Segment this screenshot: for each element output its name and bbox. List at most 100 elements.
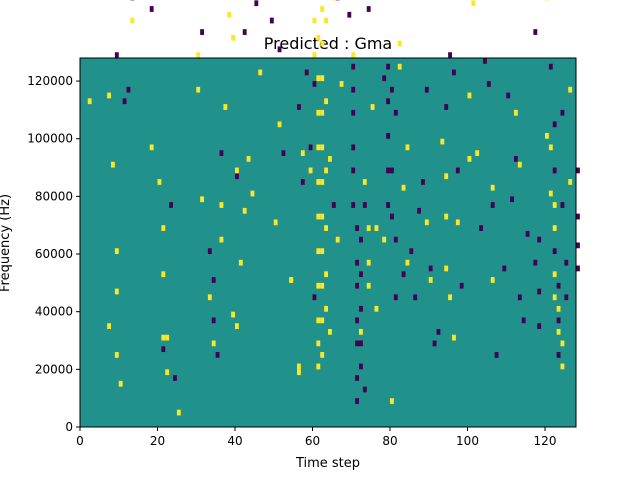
heatmap-cell-low — [355, 398, 360, 404]
heatmap-cell-high — [200, 196, 205, 203]
heatmap-cell-high — [328, 328, 332, 335]
heatmap-cell-high — [211, 340, 216, 347]
heatmap-cell-high — [316, 179, 321, 185]
heatmap-cell-low — [401, 271, 406, 278]
heatmap-cell-high — [223, 104, 228, 110]
heatmap-cell-low — [525, 230, 530, 237]
heatmap-cell-high — [165, 369, 170, 376]
heatmap-cell-low — [312, 81, 317, 87]
heatmap-cell-high — [320, 317, 325, 324]
heatmap-cell-high — [114, 352, 119, 358]
heatmap-cell-low — [351, 202, 356, 208]
heatmap-cell-low — [219, 150, 224, 157]
heatmap-cell-low — [576, 242, 580, 249]
heatmap-cell-high — [316, 109, 321, 116]
heatmap-cell-high — [548, 190, 553, 197]
heatmap-cell-high — [312, 17, 317, 24]
heatmap-cell-low — [312, 294, 317, 301]
heatmap-cell-low — [308, 144, 313, 151]
heatmap-cell-high — [324, 17, 329, 24]
plot-frame — [79, 57, 577, 428]
heatmap-cell-high — [545, 132, 549, 139]
heatmap-cell-low — [347, 11, 352, 18]
heatmap-cell-low — [300, 179, 305, 185]
heatmap-cell-low — [386, 63, 391, 70]
heatmap-cell-low — [355, 340, 360, 347]
heatmap-cell-low — [506, 92, 511, 99]
x-axis-ticks: 0 20 40 60 80 100 120 — [76, 427, 556, 448]
heatmap-cell-high — [374, 305, 379, 312]
heatmap-cell-high — [207, 294, 212, 301]
heatmap-cell-low — [479, 225, 484, 231]
heatmap-cell-high — [297, 363, 301, 370]
heatmap-cell-high — [258, 69, 263, 76]
heatmap-cell-low — [452, 69, 456, 76]
heatmap-cell-high — [475, 150, 480, 157]
heatmap-cell-high — [316, 363, 321, 370]
heatmap-cell-low — [428, 265, 433, 272]
chart-title: Predicted : Gma — [264, 34, 392, 53]
heatmap-cell-low — [548, 63, 553, 70]
heatmap-cell-high — [444, 213, 449, 220]
heatmap-cell-high — [277, 121, 282, 128]
heatmap-cell-high — [351, 52, 356, 58]
heatmap-cell-high — [130, 17, 135, 24]
heatmap-cell-low — [359, 305, 363, 312]
heatmap-cell-low — [514, 156, 518, 162]
y-axis-label: Frequency (Hz) — [0, 194, 13, 292]
heatmap-cell-high — [320, 213, 325, 220]
y-tick-label: 80000 — [35, 189, 73, 203]
heatmap-cell-high — [316, 248, 321, 255]
heatmap-cell-low — [351, 86, 356, 93]
heatmap-cell-low — [390, 86, 394, 93]
heatmap-cell-low — [510, 196, 515, 203]
heatmap-cell-high — [568, 86, 573, 93]
heatmap-cell-high — [161, 271, 166, 278]
heatmap-cell-low — [351, 167, 356, 174]
y-tick-label: 40000 — [35, 305, 73, 319]
heatmap-cell-low — [444, 104, 449, 110]
heatmap-cell-high — [514, 109, 518, 116]
heatmap-cell-high — [490, 277, 495, 283]
y-tick-label: 100000 — [27, 132, 73, 146]
heatmap-cell-low — [297, 104, 301, 110]
heatmap-cell-high — [320, 179, 325, 185]
heatmap-cell-high — [118, 380, 123, 387]
heatmap-cell-high — [366, 259, 371, 266]
heatmap-cell-low — [215, 352, 220, 358]
heatmap-cell-high — [273, 219, 278, 226]
y-tick-label: 60000 — [35, 247, 73, 261]
heatmap-cell-high — [467, 156, 472, 162]
heatmap-cell-low — [351, 63, 356, 70]
heatmap-cell-low — [556, 352, 561, 358]
heatmap-cell-low — [386, 132, 391, 139]
heatmap-cell-low — [126, 86, 131, 93]
heatmap-cell-low — [386, 167, 391, 174]
heatmap-cell-low — [211, 317, 216, 324]
heatmap-cell-low — [359, 363, 363, 370]
heatmap-cell-low — [494, 352, 499, 358]
heatmap-cell-low — [552, 248, 557, 255]
heatmap-cell-low — [424, 86, 429, 93]
heatmap-cell-high — [196, 52, 201, 58]
heatmap-cell-high — [401, 184, 406, 191]
heatmap-cell-high — [405, 144, 410, 151]
heatmap-cell-low — [564, 294, 569, 301]
heatmap-cell-high — [560, 340, 565, 347]
heatmap-cell-high — [444, 265, 449, 272]
heatmap-cell-high — [231, 311, 236, 318]
heatmap-cell-high — [316, 340, 321, 347]
heatmap-cells — [87, 0, 580, 416]
heatmap-cell-low — [366, 6, 371, 12]
heatmap-cell-high — [556, 305, 561, 312]
heatmap-cell-high — [424, 219, 429, 226]
heatmap-cell-high — [238, 259, 243, 266]
heatmap-cell-low — [235, 173, 239, 180]
heatmap-cell-low — [386, 202, 391, 208]
heatmap-cell-high — [339, 81, 344, 87]
heatmap-cell-high — [289, 277, 294, 283]
heatmap-cell-low — [362, 202, 367, 208]
y-axis-ticks: 0 20000 40000 60000 80000 100000 120000 — [27, 74, 80, 434]
heatmap-cell-high — [196, 86, 201, 93]
x-tick-label: 40 — [227, 434, 242, 448]
